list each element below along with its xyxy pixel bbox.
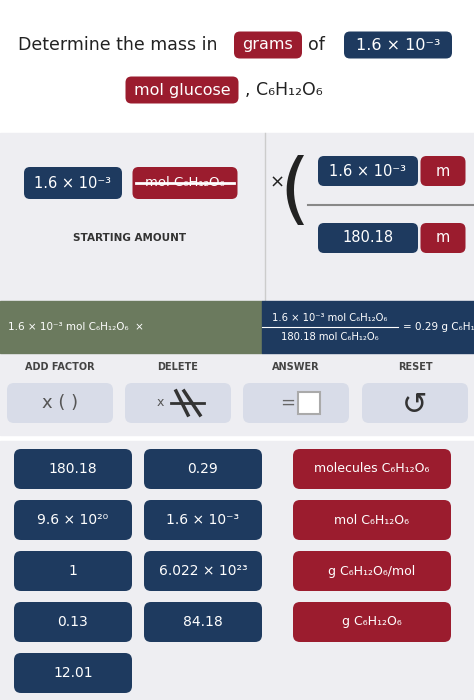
FancyBboxPatch shape — [14, 449, 132, 489]
Text: RESET: RESET — [398, 362, 432, 372]
FancyBboxPatch shape — [318, 223, 418, 253]
Text: mol C₆H₁₂O₆: mol C₆H₁₂O₆ — [335, 514, 410, 526]
FancyBboxPatch shape — [144, 551, 262, 591]
FancyBboxPatch shape — [243, 383, 349, 423]
FancyBboxPatch shape — [144, 449, 262, 489]
Text: 6.022 × 10²³: 6.022 × 10²³ — [159, 564, 247, 578]
FancyBboxPatch shape — [7, 383, 113, 423]
Bar — [0, 133, 474, 301]
Text: m: m — [436, 230, 450, 246]
Text: = 0.29 g C₆H₁₂O₆: = 0.29 g C₆H₁₂O₆ — [403, 322, 474, 332]
Text: ANSWER: ANSWER — [272, 362, 320, 372]
Text: (: ( — [280, 155, 310, 231]
Text: =: = — [281, 394, 295, 412]
FancyBboxPatch shape — [14, 653, 132, 693]
Text: 180.18: 180.18 — [342, 230, 393, 246]
Text: 1.6 × 10⁻³: 1.6 × 10⁻³ — [166, 513, 239, 527]
FancyBboxPatch shape — [144, 602, 262, 642]
Text: 0.13: 0.13 — [58, 615, 88, 629]
Text: grams: grams — [243, 38, 293, 52]
Text: 1: 1 — [69, 564, 77, 578]
FancyBboxPatch shape — [344, 32, 452, 59]
Text: Determine the mass in: Determine the mass in — [18, 36, 218, 54]
FancyBboxPatch shape — [133, 167, 237, 199]
Bar — [0, 353, 474, 435]
Text: x: x — [156, 396, 164, 410]
FancyBboxPatch shape — [126, 76, 238, 104]
FancyBboxPatch shape — [24, 167, 122, 199]
Text: 0.29: 0.29 — [188, 462, 219, 476]
Text: 84.18: 84.18 — [183, 615, 223, 629]
FancyBboxPatch shape — [14, 500, 132, 540]
Text: of: of — [308, 36, 325, 54]
Bar — [0, 441, 474, 700]
Text: DELETE: DELETE — [157, 362, 199, 372]
Bar — [0, 301, 262, 353]
Text: molecules C₆H₁₂O₆: molecules C₆H₁₂O₆ — [314, 463, 430, 475]
FancyBboxPatch shape — [293, 602, 451, 642]
Text: 9.6 × 10²⁰: 9.6 × 10²⁰ — [37, 513, 109, 527]
Text: g C₆H₁₂O₆: g C₆H₁₂O₆ — [342, 615, 402, 629]
Text: 12.01: 12.01 — [53, 666, 93, 680]
Text: 1.6 × 10⁻³ mol C₆H₁₂O₆: 1.6 × 10⁻³ mol C₆H₁₂O₆ — [272, 313, 388, 323]
Text: ×: × — [269, 174, 284, 192]
FancyBboxPatch shape — [362, 383, 468, 423]
Text: STARTING AMOUNT: STARTING AMOUNT — [73, 233, 187, 243]
Text: 1.6 × 10⁻³ mol C₆H₁₂O₆  ×: 1.6 × 10⁻³ mol C₆H₁₂O₆ × — [8, 322, 144, 332]
Text: , C₆H₁₂O₆: , C₆H₁₂O₆ — [245, 81, 323, 99]
FancyBboxPatch shape — [293, 449, 451, 489]
Text: mol glucose: mol glucose — [134, 83, 230, 97]
Text: ↺: ↺ — [402, 391, 428, 419]
FancyBboxPatch shape — [420, 156, 465, 186]
Text: 1.6 × 10⁻³: 1.6 × 10⁻³ — [329, 164, 407, 178]
FancyBboxPatch shape — [125, 383, 231, 423]
FancyBboxPatch shape — [293, 551, 451, 591]
Text: 1.6 × 10⁻³: 1.6 × 10⁻³ — [356, 38, 440, 52]
Text: mol C₆H₁₂O₆: mol C₆H₁₂O₆ — [145, 176, 225, 190]
FancyBboxPatch shape — [14, 551, 132, 591]
Text: m: m — [436, 164, 450, 178]
Text: x ( ): x ( ) — [42, 394, 78, 412]
Text: 180.18: 180.18 — [49, 462, 97, 476]
FancyBboxPatch shape — [298, 392, 320, 414]
FancyBboxPatch shape — [420, 223, 465, 253]
FancyBboxPatch shape — [293, 500, 451, 540]
Text: 180.18 mol C₆H₁₂O₆: 180.18 mol C₆H₁₂O₆ — [281, 332, 379, 342]
FancyBboxPatch shape — [234, 32, 302, 59]
Text: 1.6 × 10⁻³: 1.6 × 10⁻³ — [35, 176, 111, 190]
FancyBboxPatch shape — [14, 602, 132, 642]
Text: g C₆H₁₂O₆/mol: g C₆H₁₂O₆/mol — [328, 564, 416, 578]
Bar — [262, 301, 474, 353]
Bar — [0, 0, 474, 133]
FancyBboxPatch shape — [318, 156, 418, 186]
FancyBboxPatch shape — [144, 500, 262, 540]
Text: ADD FACTOR: ADD FACTOR — [25, 362, 95, 372]
